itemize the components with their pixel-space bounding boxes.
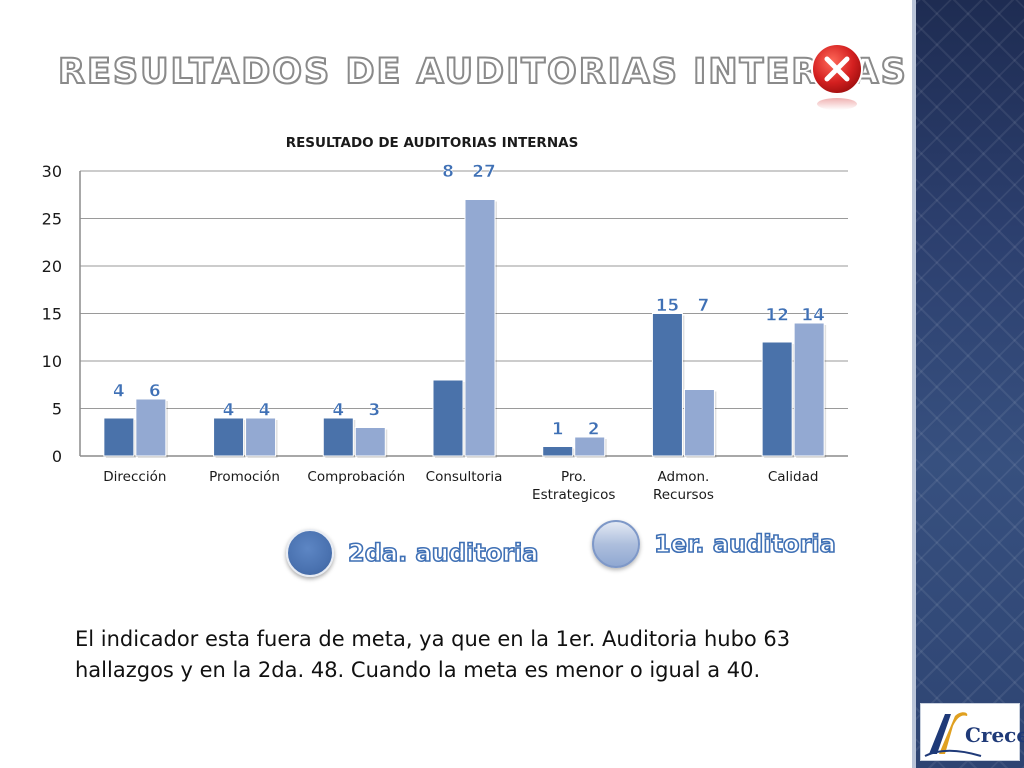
- bar-2da: [761, 341, 793, 457]
- x-tick-label: Calidad: [768, 469, 819, 485]
- x-tick-label: Dirección: [103, 469, 166, 485]
- legend-swatch-2da: [286, 529, 334, 577]
- body-text: El indicador esta fuera de meta, ya que …: [75, 627, 791, 682]
- bar-2da: [432, 379, 464, 457]
- legend-item-1er: 1er. auditoria: [592, 520, 837, 568]
- data-label-2da: 12: [765, 305, 789, 325]
- bar-2da: [542, 446, 574, 457]
- bar-2da: [213, 417, 245, 457]
- logo-text: Crece: [965, 723, 1024, 747]
- data-label-2da: 4: [332, 400, 344, 420]
- x-tick-label: Pro.: [561, 469, 586, 485]
- y-tick-label: 5: [52, 400, 62, 419]
- data-label-1er: 4: [259, 400, 271, 420]
- legend-swatch-1er: [592, 520, 640, 568]
- x-tick-label: Comprobación: [307, 469, 405, 485]
- data-label-1er: 6: [149, 381, 161, 401]
- data-label-1er: 2: [588, 419, 600, 439]
- legend-item-2da: 2da. auditoria: [286, 529, 539, 577]
- data-label-1er: 3: [368, 400, 380, 420]
- y-tick-label: 30: [42, 162, 62, 181]
- data-label-2da: 15: [656, 296, 680, 316]
- bar-1er: [683, 389, 715, 457]
- slide-title: RESULTADOS DE AUDITORIAS INTERNAS: [57, 51, 908, 93]
- panel-edge: [912, 0, 916, 768]
- legend-label-1er: 1er. auditoria: [653, 529, 836, 559]
- data-label-2da: 1: [552, 419, 564, 439]
- decorative-side-panel: [912, 0, 1024, 768]
- crece-logo-icon: Crece: [920, 703, 1024, 761]
- logo-swoosh: [924, 712, 982, 757]
- bar-2da: [103, 417, 135, 457]
- bar-1er: [135, 398, 167, 457]
- data-label-2da: 4: [113, 381, 125, 401]
- data-label-2da: 4: [223, 400, 235, 420]
- bar-1er: [574, 436, 606, 457]
- data-label-1er: 14: [801, 305, 825, 325]
- data-label-1er: 27: [472, 162, 496, 182]
- y-tick-label: 0: [52, 447, 62, 466]
- legend-label-2da: 2da. auditoria: [347, 538, 539, 568]
- bar-2da: [651, 313, 683, 457]
- y-tick-label: 25: [42, 210, 62, 229]
- y-tick-label: 15: [42, 305, 62, 324]
- x-tick-label: Promoción: [209, 469, 280, 485]
- x-tick-label: Recursos: [653, 487, 714, 503]
- close-icon[interactable]: [808, 42, 866, 112]
- y-tick-label: 20: [42, 257, 62, 276]
- x-tick-label: Admon.: [658, 469, 710, 485]
- y-tick-label: 10: [42, 352, 62, 371]
- bar-1er: [354, 427, 386, 457]
- bar-1er: [793, 322, 825, 457]
- x-tick-label: Estrategicos: [532, 487, 615, 503]
- bar-2da: [322, 417, 354, 457]
- data-label-1er: 7: [698, 296, 710, 316]
- x-tick-label: Consultoria: [426, 469, 503, 485]
- bar-1er: [464, 199, 496, 457]
- bar-1er: [245, 417, 277, 457]
- data-label-2da: 8: [442, 162, 454, 182]
- audit-bar-chart: RESULTADO DE AUDITORIAS INTERNAS 0 5 10 15 20…: [42, 135, 848, 503]
- chart-title: RESULTADO DE AUDITORIAS INTERNAS: [286, 135, 579, 151]
